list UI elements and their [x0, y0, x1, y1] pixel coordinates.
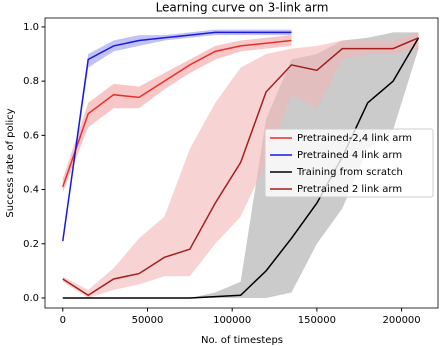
y-tick-label: 0.8	[23, 76, 39, 87]
series-line	[62, 39, 292, 188]
legend-label: Training from scratch	[296, 167, 403, 178]
legend: Pretrained-2,4 link arm Pretrained 4 link…	[264, 128, 434, 198]
x-tick-label: 150000	[298, 315, 336, 326]
y-axis-label: Success rate of policy	[5, 108, 16, 217]
series-line	[62, 37, 419, 297]
confidence-band	[62, 35, 292, 193]
y-tick-label: 0.6	[23, 130, 39, 141]
plot-area	[62, 29, 420, 299]
legend-label: Pretrained 2 link arm	[297, 184, 402, 195]
series-line	[62, 31, 292, 242]
x-tick-label: 50000	[132, 315, 164, 326]
y-tick-label: 0.2	[23, 239, 39, 250]
confidence-band	[62, 32, 419, 298]
y-tick-label: 1.0	[23, 22, 39, 33]
x-tick-label: 0	[60, 315, 66, 326]
chart-title: Learning curve on 3-link arm	[156, 1, 329, 15]
x-tick-label: 200000	[382, 315, 420, 326]
x-axis-label: No. of timesteps	[201, 335, 283, 346]
x-tick-label: 100000	[213, 315, 251, 326]
legend-label: Pretrained 4 link arm	[297, 150, 402, 161]
legend-frame	[264, 128, 434, 198]
series-line	[62, 37, 420, 299]
y-tick-label: 0.0	[23, 293, 39, 304]
confidence-band	[62, 32, 419, 298]
plot-frame	[44, 17, 439, 309]
legend-label: Pretrained-2,4 link arm	[297, 133, 412, 144]
y-tick-label: 0.4	[23, 185, 39, 196]
